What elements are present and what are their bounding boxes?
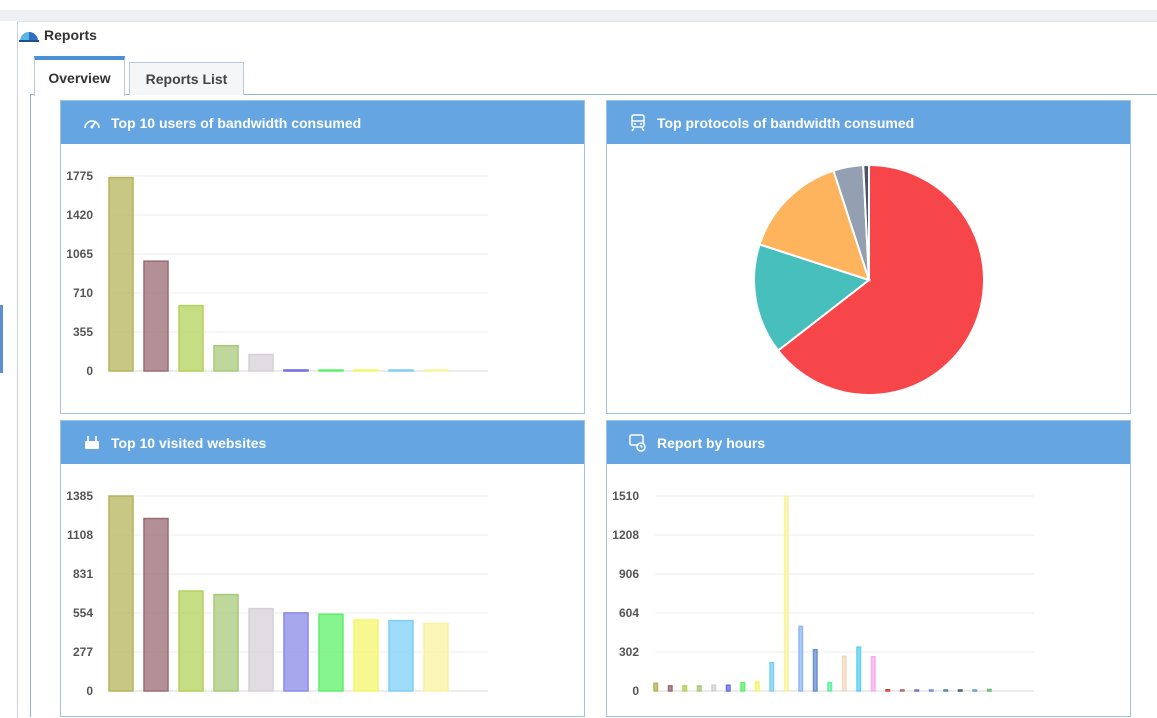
chart-bar[interactable] [899, 689, 905, 692]
chart-bar[interactable] [213, 344, 239, 372]
reports-header: Reports [19, 25, 97, 45]
y-tick-label: 1510 [612, 489, 639, 503]
chart-bar[interactable] [783, 495, 789, 692]
chart-bar[interactable] [769, 661, 775, 692]
chart-bar[interactable] [388, 619, 414, 692]
users-bandwidth-card: Top 10 users of bandwidth consumed 0 355 7… [60, 100, 585, 414]
hours-report-card: Report by hours 0 302 604 906 1208 1510 [606, 420, 1131, 717]
y-tick-label: 604 [619, 606, 639, 620]
chart-bar[interactable] [885, 688, 891, 692]
protocols-bandwidth-card: Top protocols of bandwidth consumed [606, 100, 1131, 414]
y-tick-label: 1420 [66, 208, 93, 222]
chart-bar[interactable] [283, 369, 309, 372]
chart-bar[interactable] [423, 622, 449, 692]
y-tick-label: 355 [73, 325, 93, 339]
chart-bar[interactable] [388, 369, 414, 372]
chart-bar[interactable] [353, 369, 379, 372]
y-tick-label: 1775 [66, 169, 93, 183]
chart-bar[interactable] [108, 495, 134, 692]
y-tick-label: 277 [73, 645, 93, 659]
chart-bar[interactable] [143, 517, 169, 692]
chart-bar[interactable] [725, 684, 731, 692]
tabs-baseline [30, 94, 1157, 95]
tab-overview[interactable]: Overview [34, 56, 125, 96]
y-tick-label: 0 [86, 364, 93, 378]
top-strip [0, 0, 1157, 10]
y-tick-label: 1065 [66, 247, 93, 261]
chart-bar[interactable] [318, 613, 344, 692]
chart-bar[interactable] [841, 655, 847, 692]
chart-bar[interactable] [914, 689, 920, 692]
side-collapse-handle[interactable] [0, 305, 3, 373]
chart-bar[interactable] [943, 689, 949, 692]
content-left-border [30, 95, 31, 717]
y-tick-label: 554 [73, 606, 93, 620]
chart-bar[interactable] [353, 619, 379, 692]
hours-report-chart: 0 302 604 906 1208 1510 [612, 489, 1034, 698]
clock-report-icon [629, 433, 647, 452]
chart-bar[interactable] [423, 369, 449, 372]
chart-bar[interactable] [870, 656, 876, 692]
router-icon [83, 434, 101, 452]
page-title: Reports [44, 27, 97, 43]
visited-websites-card: Top 10 visited websites 0 277 554 831 1108 13… [60, 420, 585, 717]
chart-bar[interactable] [812, 648, 818, 692]
tab-reports-list[interactable]: Reports List [129, 62, 244, 95]
visited-websites-card-header: Top 10 visited websites [61, 421, 584, 464]
chart-bar[interactable] [667, 685, 673, 692]
chart-bar[interactable] [108, 176, 134, 372]
chart-bar[interactable] [798, 625, 804, 692]
visited-websites-card-title: Top 10 visited websites [111, 434, 267, 451]
chart-bar[interactable] [827, 681, 833, 692]
chart-bar[interactable] [143, 260, 169, 372]
chart-bar[interactable] [754, 681, 760, 692]
y-tick-label: 1385 [66, 489, 93, 503]
top-toolbar-band [0, 10, 1157, 21]
chart-bar[interactable] [740, 681, 746, 692]
y-tick-label: 831 [73, 567, 93, 581]
chart-bar[interactable] [178, 590, 204, 692]
y-tick-label: 710 [73, 286, 93, 300]
hours-report-card-header: Report by hours [607, 421, 1130, 464]
speedometer-icon [83, 114, 101, 132]
chart-bar[interactable] [682, 685, 688, 692]
protocols-pie-chart [753, 163, 985, 396]
chart-bar[interactable] [248, 607, 274, 692]
visited-websites-chart: 0 277 554 831 1108 1385 [66, 489, 488, 698]
pie-slice[interactable] [776, 163, 985, 396]
users-bandwidth-chart: 0 355 710 1065 1420 1775 [66, 169, 488, 378]
protocols-bandwidth-card-header: Top protocols of bandwidth consumed [607, 101, 1130, 144]
chart-bar[interactable] [972, 689, 978, 692]
hours-report-card-title: Report by hours [657, 434, 766, 451]
chart-bar[interactable] [318, 369, 344, 372]
y-tick-label: 0 [86, 684, 93, 698]
pie-slice[interactable] [862, 163, 870, 281]
chart-bar[interactable] [213, 593, 239, 692]
protocols-bandwidth-card-title: Top protocols of bandwidth consumed [657, 114, 915, 131]
users-bandwidth-card-header: Top 10 users of bandwidth consumed [61, 101, 584, 144]
y-tick-label: 302 [619, 645, 639, 659]
chart-bar[interactable] [178, 304, 204, 372]
chart-bar[interactable] [928, 689, 934, 692]
chart-bar[interactable] [957, 689, 963, 692]
y-tick-label: 906 [619, 567, 639, 581]
chart-bar[interactable] [283, 612, 309, 692]
chart-bar[interactable] [653, 682, 659, 692]
y-tick-label: 1208 [612, 528, 639, 542]
chart-bar[interactable] [856, 646, 862, 692]
chart-bar[interactable] [711, 684, 717, 692]
chart-bar[interactable] [696, 685, 702, 692]
chart-bar[interactable] [248, 353, 274, 372]
reports-logo-icon [19, 28, 39, 42]
chart-bar[interactable] [986, 688, 992, 692]
y-tick-label: 0 [632, 684, 639, 698]
train-icon [629, 113, 647, 132]
users-bandwidth-card-title: Top 10 users of bandwidth consumed [111, 114, 362, 131]
y-tick-label: 1108 [67, 528, 93, 542]
